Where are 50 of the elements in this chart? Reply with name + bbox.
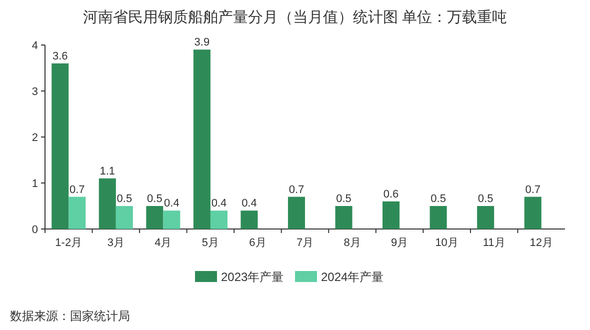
x-tick-label: 5月 xyxy=(202,237,220,249)
data-label: 0.4 xyxy=(211,198,227,210)
data-label: 0.5 xyxy=(430,193,446,205)
y-tick-label: 4 xyxy=(32,40,38,52)
bar xyxy=(98,178,116,229)
bar xyxy=(193,50,210,229)
legend-label: 2023年产量 xyxy=(221,270,284,284)
data-label: 0.5 xyxy=(116,193,132,205)
y-tick-label: 0 xyxy=(32,224,38,236)
bar xyxy=(116,206,133,229)
x-tick-label: 7月 xyxy=(296,237,314,249)
chart-title: 河南省民用钢质船舶产量分月（当月值）统计图 单位：万载重吨 xyxy=(82,9,508,26)
bar xyxy=(524,196,542,229)
y-tick-label: 2 xyxy=(32,132,38,144)
bar xyxy=(52,63,69,229)
data-label: 0.7 xyxy=(525,184,541,196)
x-tick-label: 6月 xyxy=(249,237,266,249)
x-tick-label: 10月 xyxy=(435,237,458,249)
data-label: 1.1 xyxy=(100,165,116,178)
data-label: 0.4 xyxy=(242,198,257,210)
x-tick-label: 4月 xyxy=(154,237,172,249)
x-tick-label: 8月 xyxy=(344,237,361,249)
x-tick-label: 1-2月 xyxy=(55,237,82,249)
bar xyxy=(335,206,352,229)
data-label: 3.9 xyxy=(194,36,210,49)
data-label: 0.7 xyxy=(69,184,85,196)
bar xyxy=(477,206,494,229)
y-tick-label: 3 xyxy=(32,86,38,98)
bar xyxy=(382,201,400,229)
y-tick-label: 1 xyxy=(32,178,38,190)
bar xyxy=(163,210,180,229)
bar xyxy=(146,206,164,229)
data-label: 0.7 xyxy=(288,184,304,196)
bar xyxy=(430,206,447,229)
x-tick-label: 12月 xyxy=(530,237,553,249)
x-tick-label: 9月 xyxy=(390,237,408,249)
data-label: 0.6 xyxy=(383,188,399,200)
bar xyxy=(210,210,228,229)
x-tick-label: 3月 xyxy=(107,237,124,249)
source-note: 数据来源：国家统计局 xyxy=(10,309,130,323)
data-label: 0.5 xyxy=(336,193,352,205)
bar xyxy=(68,196,86,229)
bar xyxy=(288,196,305,229)
data-label: 0.4 xyxy=(164,198,180,210)
x-tick-label: 11月 xyxy=(482,237,506,249)
legend-label: 2024年产量 xyxy=(321,270,384,284)
data-label: 0.5 xyxy=(147,193,162,205)
data-label: 0.5 xyxy=(478,193,494,205)
data-label: 3.6 xyxy=(52,50,68,62)
bar xyxy=(240,210,258,229)
